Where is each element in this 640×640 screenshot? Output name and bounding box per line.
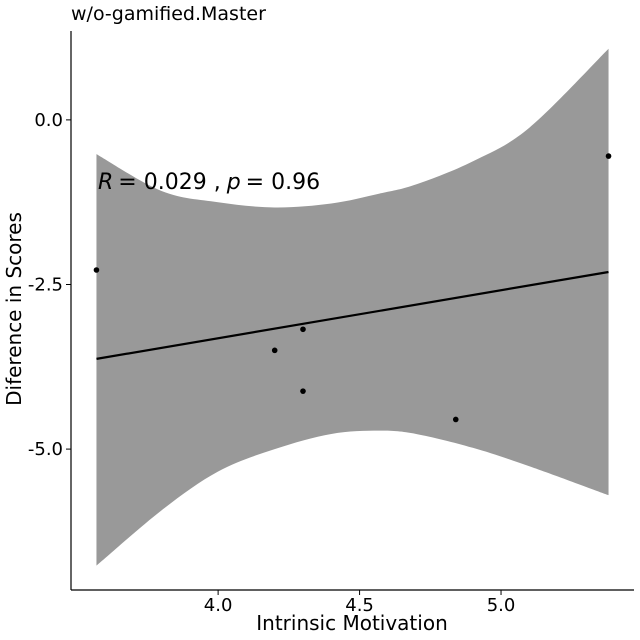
- y-tick-label: -5.0: [28, 439, 63, 460]
- annotation-p-value: = 0.96: [246, 170, 320, 195]
- data-point: [452, 416, 459, 423]
- regression-line: [96, 270, 609, 360]
- data-point: [300, 326, 306, 333]
- data-point: [605, 153, 612, 159]
- x-tick-label: 4.0: [204, 595, 233, 616]
- annotation-r-value: = 0.029 ,: [118, 170, 220, 195]
- x-tick-label: 5.0: [487, 595, 516, 616]
- y-tick-label: 0.0: [34, 110, 63, 131]
- axis-ticks: 4.0 4.5 5.0 0.0 -2.5 -5.0: [28, 110, 515, 616]
- data-point: [300, 388, 306, 394]
- x-axis-label: Intrinsic Motivation: [256, 611, 448, 635]
- confidence-band: [96, 48, 609, 566]
- annotation-p-symbol: p: [226, 170, 241, 195]
- y-axis-label: Diference in Scores: [2, 212, 26, 406]
- chart-title: w/o-gamified.Master: [71, 3, 266, 25]
- plot-area: [93, 48, 612, 566]
- data-point: [271, 347, 278, 354]
- x-tick-label: 4.5: [345, 595, 374, 616]
- correlation-annotation: R = 0.029 , p = 0.96: [98, 170, 320, 195]
- data-point: [93, 267, 100, 273]
- annotation-r-symbol: R: [98, 170, 113, 195]
- y-tick-label: -2.5: [28, 274, 63, 295]
